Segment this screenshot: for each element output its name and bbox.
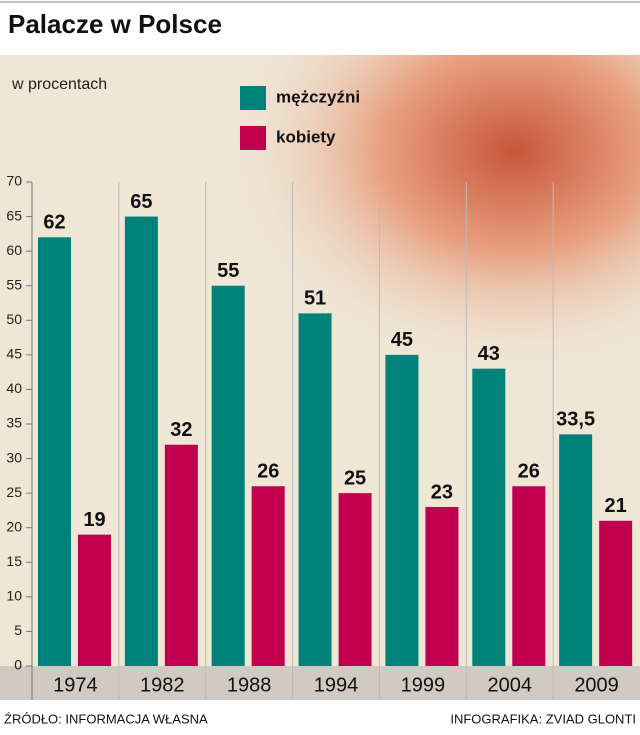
bar (124, 216, 158, 667)
value-label: 62 (43, 212, 65, 234)
y-tick-label: 60 (6, 242, 22, 258)
x-tick-label: 2004 (487, 674, 532, 696)
value-label: 21 (605, 495, 627, 517)
x-tick-label: 1994 (314, 674, 359, 696)
y-tick-label: 15 (6, 553, 22, 569)
value-label: 55 (217, 260, 239, 282)
value-label: 43 (478, 343, 500, 365)
y-tick-label: 30 (6, 449, 22, 465)
bar (251, 486, 285, 666)
y-tick-label: 20 (6, 518, 22, 534)
source: ŹRÓDŁO: INFORMACJA WŁASNA (4, 711, 208, 726)
y-tick-label: 10 (6, 588, 22, 604)
value-label: 32 (170, 419, 192, 441)
y-tick-label: 50 (6, 311, 22, 327)
x-tick-label: 1982 (140, 674, 185, 696)
credit: INFOGRAFIKA: ZVIAD GLONTI (450, 711, 636, 726)
bar (78, 534, 111, 666)
y-tick-label: 65 (6, 207, 22, 223)
legend-swatch (240, 86, 266, 110)
bar (164, 444, 198, 666)
value-label: 25 (344, 467, 366, 489)
subtitle: w procentach (11, 76, 107, 93)
bar (425, 506, 459, 666)
x-tick-label: 1974 (53, 674, 98, 696)
y-tick-label: 40 (6, 380, 22, 396)
y-tick-label: 55 (6, 276, 22, 292)
value-label: 19 (83, 509, 105, 531)
y-tick-label: 35 (6, 415, 22, 431)
photo (220, 55, 640, 375)
value-label: 33,5 (556, 409, 595, 431)
y-tick-label: 5 (14, 622, 22, 638)
bar (298, 313, 332, 666)
bar (38, 237, 71, 667)
chart-title: Palacze w Polsce (8, 9, 222, 39)
legend-label: mężczyźni (276, 87, 360, 106)
value-label: 51 (304, 288, 326, 310)
bar (385, 354, 419, 666)
y-tick-label: 70 (6, 173, 22, 189)
x-tick-label: 2009 (574, 674, 619, 696)
value-label: 26 (518, 461, 540, 483)
bar (211, 285, 245, 666)
bar (599, 520, 633, 666)
bar (338, 493, 372, 666)
bar (559, 434, 593, 666)
x-tick-label: 1988 (227, 674, 272, 696)
legend-label: kobiety (276, 127, 336, 146)
value-label: 45 (391, 329, 413, 351)
legend-swatch (240, 126, 266, 150)
category-band (0, 666, 640, 700)
bar (472, 368, 506, 666)
value-label: 23 (431, 481, 453, 503)
x-tick-label: 1999 (401, 674, 446, 696)
value-label: 26 (257, 461, 279, 483)
value-label: 65 (130, 191, 152, 213)
bar (512, 486, 546, 666)
y-tick-label: 0 (14, 657, 22, 673)
y-tick-label: 45 (6, 346, 22, 362)
y-tick-label: 25 (6, 484, 22, 500)
